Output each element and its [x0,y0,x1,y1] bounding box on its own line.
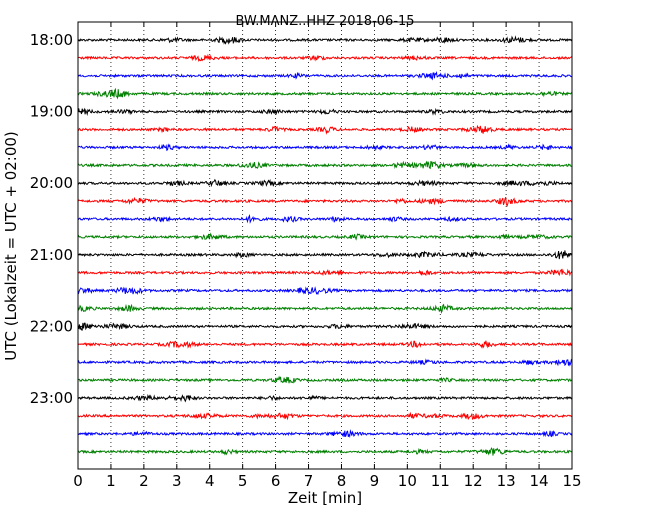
seismic-trace [77,178,573,188]
seismic-trace [77,303,573,314]
y-tick-label: 20:00 [30,174,73,192]
seismic-trace [77,250,573,260]
x-tick-label: 3 [172,472,182,490]
seismic-trace [77,358,573,367]
x-tick-label: 1 [106,472,116,490]
seismic-trace [77,107,573,116]
seismic-trace [77,286,573,296]
seismic-trace [77,340,573,349]
seismic-trace [77,447,573,456]
grid-lines [110,22,540,469]
x-tick-label: 14 [530,472,549,490]
x-tick-label: 5 [238,472,248,490]
x-tick-label: 13 [497,472,516,490]
seismic-trace [77,143,573,152]
y-axis-label: UTC (Lokalzeit = UTC + 02:00) [2,131,20,361]
x-tick-label: 10 [398,472,417,490]
y-tick-label: 19:00 [30,103,73,121]
seismic-trace [77,160,573,170]
seismic-trace [77,375,573,384]
x-axis: 0 1 2 3 4 5 6 7 8 9 10 11 12 13 14 15 [73,22,582,490]
x-tick-label: 4 [205,472,215,490]
x-tick-label: 9 [370,472,380,490]
x-tick-label: 2 [139,472,149,490]
x-tick-label: 0 [73,472,83,490]
x-tick-label: 7 [304,472,314,490]
x-tick-label: 8 [337,472,347,490]
seismic-trace [77,35,573,45]
x-axis-label: Zeit [min] [288,489,362,507]
seismic-trace [77,71,573,81]
seismic-trace [77,411,573,421]
seismic-trace [77,268,573,277]
seismic-trace [77,393,573,403]
x-tick-label: 11 [431,472,450,490]
y-tick-label: 21:00 [30,246,73,264]
trace-group [77,35,573,456]
seismic-trace [77,429,573,439]
seismic-trace [77,232,573,241]
x-tick-label: 6 [271,472,281,490]
seismic-trace [77,124,573,135]
y-axis: 18:00 19:00 20:00 21:00 22:00 23:00 [30,31,572,407]
y-tick-label: 23:00 [30,389,73,407]
seismic-trace [77,322,573,331]
seismic-trace [77,53,573,62]
seismic-trace [77,87,573,100]
y-tick-label: 18:00 [30,31,73,49]
x-tick-label: 12 [464,472,483,490]
y-tick-label: 22:00 [30,317,73,335]
seismic-trace [77,196,573,208]
seismic-trace [77,214,573,224]
x-tick-label: 15 [562,472,581,490]
plot-frame [77,21,573,470]
